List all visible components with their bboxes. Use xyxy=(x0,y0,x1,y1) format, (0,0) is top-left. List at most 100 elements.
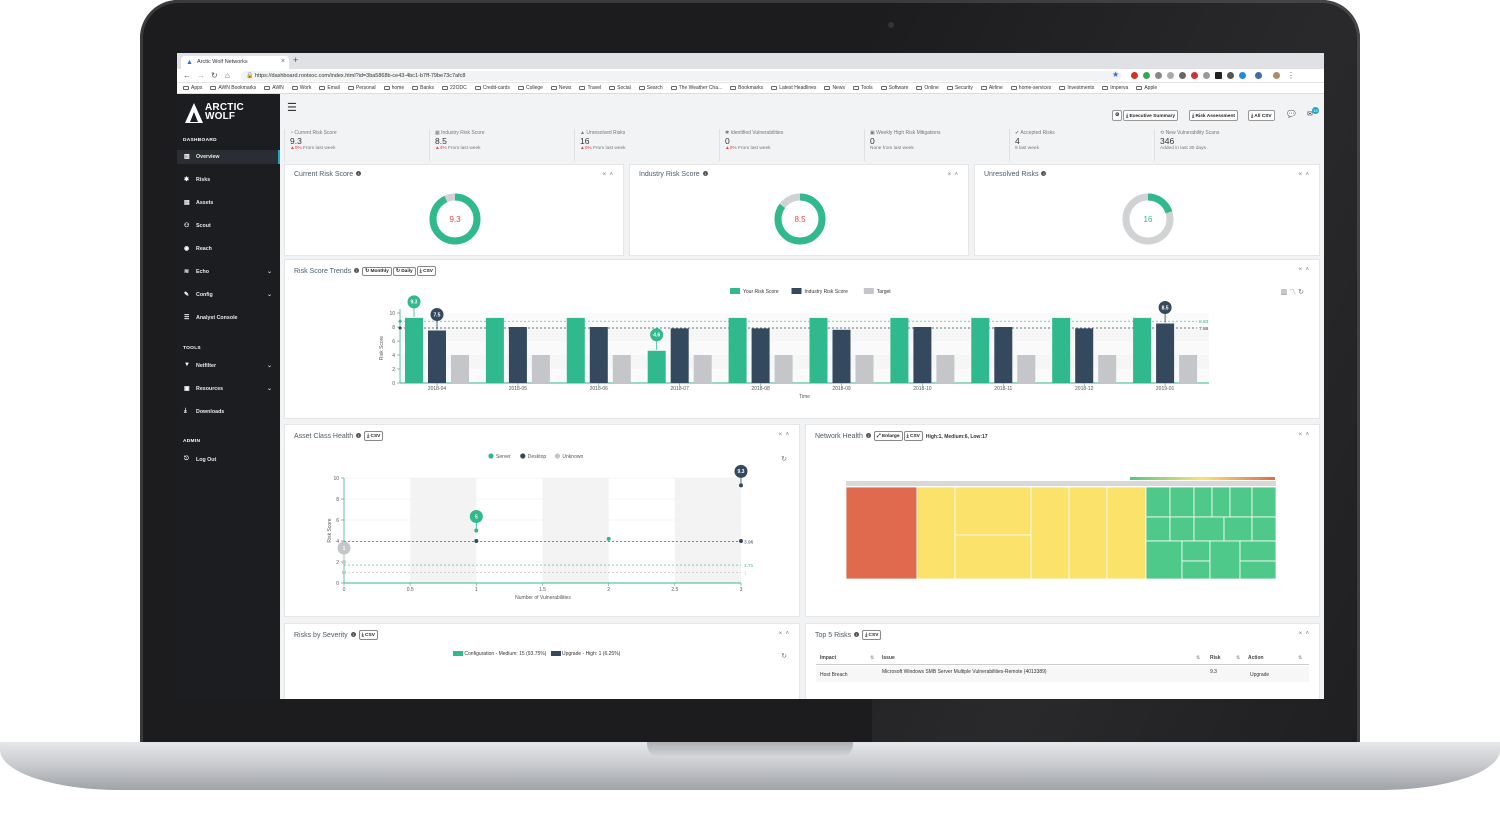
treemap-cell-low[interactable] xyxy=(1229,486,1253,518)
sort-icon[interactable]: ⇅ xyxy=(870,655,875,661)
bookmark-item[interactable]: Latest Headlines xyxy=(771,85,816,91)
close-icon[interactable]: × xyxy=(778,432,783,438)
bar-your-risk-score[interactable] xyxy=(728,317,747,383)
collapse-icon[interactable]: ˄ xyxy=(1305,172,1309,178)
star-icon[interactable]: ★ xyxy=(1112,70,1120,79)
sort-icon[interactable]: ⇅ xyxy=(1236,655,1241,661)
csv-button[interactable]: ⤓ CSV xyxy=(862,630,882,640)
bar-your-risk-score[interactable] xyxy=(809,317,828,383)
bookmark-item[interactable]: Search xyxy=(638,85,663,91)
treemap-cell-low[interactable] xyxy=(1223,516,1253,542)
column-header-impact[interactable]: Impact xyxy=(820,655,837,661)
sidebar-item-config[interactable]: ✎ Config ⌄ xyxy=(177,288,280,302)
bar-industry-risk-score[interactable] xyxy=(589,327,608,383)
csv-button[interactable]: ⤓ CSV xyxy=(364,431,384,441)
bar-your-risk-score[interactable] xyxy=(1052,317,1071,383)
sidebar-item-analyst-console[interactable]: ☰ Analyst Console xyxy=(177,311,280,325)
bookmark-item[interactable]: Apple xyxy=(1136,85,1157,91)
close-icon[interactable]: × xyxy=(1298,631,1303,637)
point-server[interactable] xyxy=(606,536,611,541)
bar-your-risk-score[interactable] xyxy=(1133,317,1152,383)
bar-industry-risk-score[interactable] xyxy=(913,327,932,383)
inbox-icon[interactable]: ✉ xyxy=(1307,111,1313,118)
info-icon[interactable]: i xyxy=(865,433,871,438)
bookmark-item[interactable]: The Weather Cha... xyxy=(670,85,722,91)
bar-target[interactable] xyxy=(451,355,469,383)
monthly-button[interactable]: ↻ Monthly xyxy=(362,267,392,276)
close-icon[interactable]: × xyxy=(280,58,285,65)
treemap-cell-low[interactable] xyxy=(1181,560,1211,580)
legend-item[interactable]: Target xyxy=(863,288,892,295)
bookmark-item[interactable]: Banks xyxy=(412,85,434,91)
treemap-cell-medium[interactable] xyxy=(916,486,956,580)
sidebar-item-reach[interactable]: ◉ Reach xyxy=(177,242,280,256)
sidebar-item-echo[interactable]: ≋ Echo ⌄ xyxy=(177,265,280,279)
sidebar-item-netfilter[interactable]: ▼ Netfilter ⌄ xyxy=(177,359,280,373)
bar-chart-icon[interactable]: ▥ xyxy=(1280,289,1288,296)
info-icon[interactable]: i xyxy=(702,171,708,176)
extension-icon[interactable] xyxy=(1167,72,1174,79)
bar-target[interactable] xyxy=(1098,355,1117,383)
treemap-cell-low[interactable] xyxy=(1239,540,1277,562)
home-icon[interactable]: ⌂ xyxy=(225,71,230,80)
collapse-icon[interactable]: ˄ xyxy=(954,172,958,178)
refresh-icon[interactable]: ↻ xyxy=(781,456,787,463)
bookmark-item[interactable]: Apps xyxy=(183,85,202,91)
bar-your-risk-score[interactable] xyxy=(971,317,990,383)
bar-target[interactable] xyxy=(774,355,793,383)
bar-target[interactable] xyxy=(612,355,631,383)
treemap-cell-low[interactable] xyxy=(1145,486,1171,518)
bar-industry-risk-score[interactable] xyxy=(670,328,689,383)
bookmark-item[interactable]: Investments xyxy=(1059,85,1094,91)
bar-target[interactable] xyxy=(1017,355,1036,383)
bookmark-item[interactable]: News xyxy=(824,85,845,91)
sidebar-item-scout[interactable]: ⚇ Scout xyxy=(177,219,280,233)
legend-item[interactable]: Server xyxy=(488,453,511,460)
bar-your-risk-score[interactable] xyxy=(647,350,666,383)
treemap-cell-low[interactable] xyxy=(1251,516,1277,542)
treemap-cell-low[interactable] xyxy=(1193,516,1225,542)
legend-item[interactable]: Industry Risk Score xyxy=(791,288,849,295)
bar-industry-risk-score[interactable] xyxy=(994,327,1013,383)
profile-avatar[interactable] xyxy=(1273,72,1280,79)
browser-menu-icon[interactable]: ⋮ xyxy=(1287,71,1295,80)
back-icon[interactable]: ← xyxy=(183,71,191,80)
treemap-cell-low[interactable] xyxy=(1145,516,1171,542)
opera-extension-icon[interactable] xyxy=(1131,72,1138,79)
sidebar-item-assets[interactable]: ▤ Assets xyxy=(177,196,280,210)
bookmark-item[interactable]: Bookmarks xyxy=(730,85,763,91)
collapse-icon[interactable]: ˄ xyxy=(609,172,613,178)
line-chart-icon[interactable]: 〽 xyxy=(1289,289,1297,296)
treemap-cell-medium[interactable] xyxy=(954,486,1032,536)
settings-button[interactable]: ⚙ xyxy=(1112,110,1123,121)
url-input[interactable]: 🔒 https://dashboard.rootsoc.com/index.ht… xyxy=(241,71,1121,81)
bookmark-item[interactable]: Personal xyxy=(347,85,376,91)
browser-tab[interactable]: ▲ Arctic Wolf Networks × xyxy=(181,56,289,69)
legend-item[interactable]: Desktop xyxy=(520,453,546,460)
grammarly-extension-icon[interactable] xyxy=(1143,72,1150,79)
bar-industry-risk-score[interactable] xyxy=(1156,323,1175,384)
refresh-icon[interactable]: ↻ xyxy=(781,653,787,660)
bar-target[interactable] xyxy=(1179,355,1198,383)
bar-your-risk-score[interactable] xyxy=(485,317,504,383)
column-header-risk[interactable]: Risk xyxy=(1210,655,1221,661)
sidebar-item-log-out[interactable]: ⎋ Log Out xyxy=(177,453,280,467)
treemap-cell-low[interactable] xyxy=(1193,486,1213,518)
bar-industry-risk-score[interactable] xyxy=(428,330,446,384)
bookmark-item[interactable]: Airline xyxy=(980,85,1003,91)
info-icon[interactable]: i xyxy=(354,268,360,273)
chat-icon[interactable]: 💬 xyxy=(1287,111,1296,118)
sidebar-item-downloads[interactable]: ⤓ Downloads xyxy=(177,405,280,419)
legend-item[interactable]: Unknown xyxy=(554,453,584,460)
bar-target[interactable] xyxy=(855,355,874,383)
point-desktop[interactable] xyxy=(474,539,479,543)
treemap-cell-medium[interactable] xyxy=(1106,486,1147,580)
bookmark-item[interactable]: Work xyxy=(291,85,311,91)
bookmark-item[interactable]: Imperva xyxy=(1102,85,1128,91)
legend-item[interactable]: Your Risk Score xyxy=(730,288,779,295)
extension-icon[interactable] xyxy=(1191,72,1198,79)
bookmark-item[interactable]: Travel xyxy=(579,85,601,91)
bookmark-item[interactable]: College xyxy=(517,85,543,91)
new-tab-icon[interactable]: + xyxy=(293,55,299,65)
column-header-action[interactable]: Action xyxy=(1248,655,1264,661)
